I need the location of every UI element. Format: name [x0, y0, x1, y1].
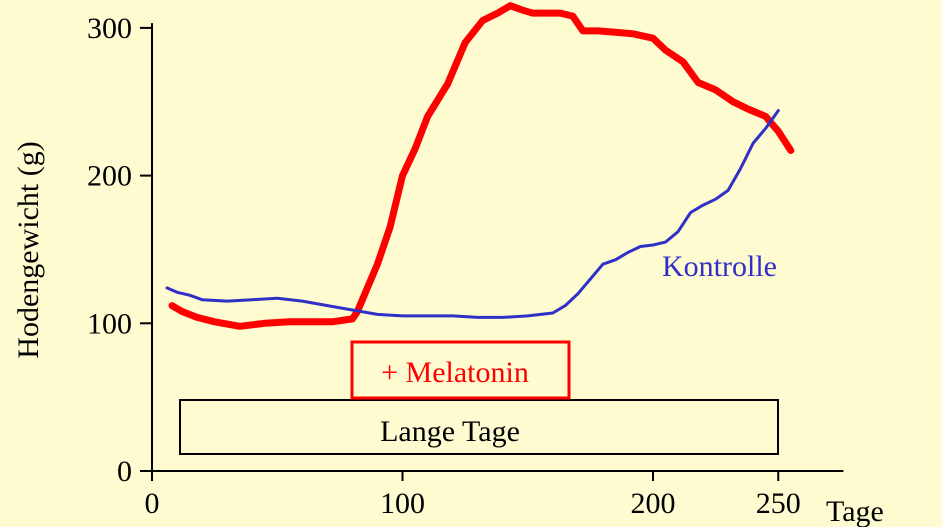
kontrolle-label: Kontrolle [662, 250, 777, 283]
x-tick-label: 100 [380, 487, 425, 520]
y-tick-label: 300 [87, 12, 132, 45]
series-line-melatonin [168, 2, 795, 330]
melatonin-box: + Melatonin [350, 340, 571, 400]
x-tick-label: 250 [756, 487, 801, 520]
melatonin-rect [350, 340, 571, 400]
y-ticks: 0 100 200 300 [87, 12, 152, 488]
series-group [165, 2, 795, 330]
x-tick-label: 0 [145, 487, 160, 520]
x-axis-title: Tage [826, 495, 884, 527]
melatonin-label: + Melatonin [381, 356, 529, 389]
y-axis-title: Hodengewicht (g) [12, 141, 45, 358]
y-tick-label: 100 [87, 307, 132, 340]
lange-tage-label: Lange Tage [380, 415, 520, 448]
x-tick-label: 200 [631, 487, 676, 520]
axes [151, 23, 844, 472]
y-tick-label: 200 [87, 160, 132, 193]
x-ticks: 0 100 200 250 [145, 471, 801, 520]
lange-tage-box: Lange Tage [179, 399, 779, 455]
lange-tage-rect [179, 399, 779, 455]
series-line-kontrolle [165, 109, 780, 319]
y-tick-label: 0 [117, 455, 132, 488]
